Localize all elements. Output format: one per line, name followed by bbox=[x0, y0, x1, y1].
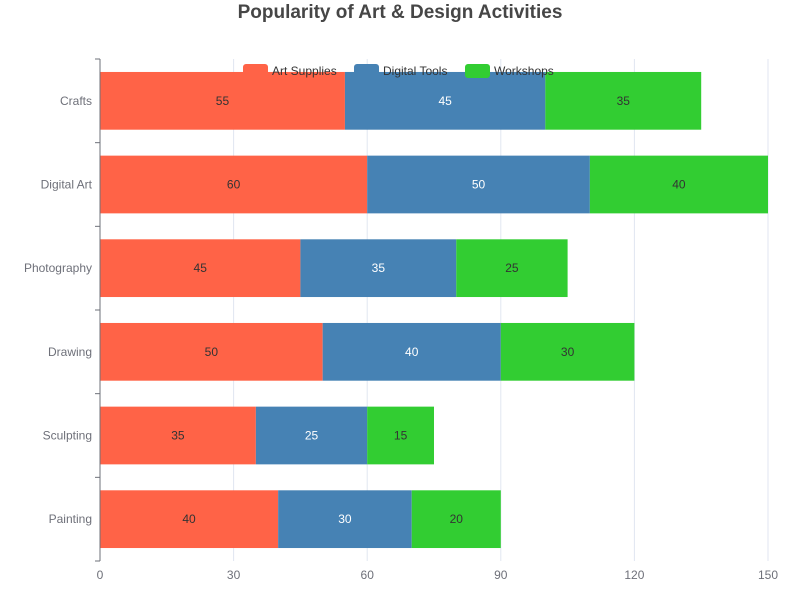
legend-label[interactable]: Workshops bbox=[494, 64, 554, 78]
bar-value-label: 40 bbox=[405, 345, 419, 359]
bar-labels: 40 30 20 35 25 15 50 40 30 45 35 25 60 50 40 55 45 35 bbox=[171, 94, 686, 526]
bar-value-label: 30 bbox=[561, 345, 575, 359]
x-tick-label: 0 bbox=[97, 568, 104, 582]
category-label: Painting bbox=[49, 512, 92, 526]
bar-value-label: 35 bbox=[617, 94, 631, 108]
grid-lines bbox=[233, 59, 769, 561]
bar-segment[interactable] bbox=[100, 490, 279, 549]
bar-segment[interactable] bbox=[545, 71, 702, 130]
bar-value-label: 50 bbox=[472, 178, 486, 192]
bar-value-label: 45 bbox=[194, 261, 208, 275]
bar-value-label: 45 bbox=[438, 94, 452, 108]
category-label: Photography bbox=[24, 261, 92, 275]
x-tick-label: 30 bbox=[227, 568, 241, 582]
legend-label[interactable]: Digital Tools bbox=[383, 64, 447, 78]
bar-segment[interactable] bbox=[100, 239, 301, 298]
bar-segment[interactable] bbox=[100, 406, 256, 465]
bar-value-label: 15 bbox=[394, 429, 408, 443]
bar-segment[interactable] bbox=[100, 71, 345, 130]
x-tick-label: 60 bbox=[361, 568, 375, 582]
bar-value-label: 55 bbox=[216, 94, 230, 108]
category-label: Digital Art bbox=[41, 178, 93, 192]
bar-segment[interactable] bbox=[100, 155, 368, 214]
bar-value-label: 35 bbox=[171, 429, 185, 443]
bars bbox=[100, 71, 768, 549]
bar-value-label: 20 bbox=[450, 512, 464, 526]
x-tick-label: 150 bbox=[758, 568, 778, 582]
bar-segment[interactable] bbox=[367, 155, 590, 214]
category-label: Drawing bbox=[48, 345, 92, 359]
bar-segment[interactable] bbox=[255, 406, 368, 465]
bar-segment[interactable] bbox=[367, 406, 434, 465]
bar-value-label: 25 bbox=[305, 429, 319, 443]
bar-segment[interactable] bbox=[344, 71, 546, 130]
category-label: Crafts bbox=[60, 94, 92, 108]
x-tick-label: 90 bbox=[494, 568, 508, 582]
bar-segment[interactable] bbox=[456, 239, 568, 298]
legend-swatch[interactable] bbox=[354, 64, 379, 78]
bar-segment[interactable] bbox=[100, 322, 323, 381]
axes: 0 30 60 90 120 150 Painting Sculpting Drawing Pho… bbox=[24, 58, 778, 582]
bar-value-label: 40 bbox=[182, 512, 196, 526]
legend-label[interactable]: Art Supplies bbox=[272, 64, 337, 78]
x-tick-label: 120 bbox=[624, 568, 644, 582]
bar-segment[interactable] bbox=[300, 239, 457, 298]
category-label: Sculpting bbox=[43, 429, 92, 443]
bar-segment[interactable] bbox=[322, 322, 501, 381]
bar-value-label: 60 bbox=[227, 178, 241, 192]
bar-segment[interactable] bbox=[589, 155, 768, 214]
legend-swatch[interactable] bbox=[465, 64, 490, 78]
legend-swatch[interactable] bbox=[243, 64, 268, 78]
legend[interactable]: Art Supplies Digital Tools Workshops bbox=[243, 64, 554, 78]
bar-value-label: 30 bbox=[338, 512, 352, 526]
bar-segment[interactable] bbox=[278, 490, 412, 549]
bar-value-label: 50 bbox=[205, 345, 219, 359]
bar-value-label: 40 bbox=[672, 178, 686, 192]
chart-title: Popularity of Art & Design Activities bbox=[237, 2, 563, 23]
bar-value-label: 35 bbox=[372, 261, 386, 275]
bar-segment[interactable] bbox=[411, 490, 501, 549]
bar-value-label: 25 bbox=[505, 261, 519, 275]
bar-segment[interactable] bbox=[500, 322, 635, 381]
